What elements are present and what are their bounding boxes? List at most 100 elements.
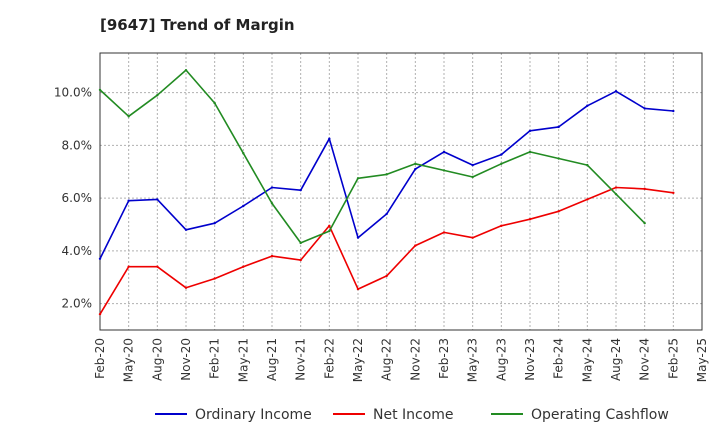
- x-tick-label: Feb-23: [437, 338, 451, 379]
- data-point: [414, 162, 417, 165]
- x-axis: Feb-20 May-20 Aug-20 Nov-20 Feb-21 May-21 Aug-…: [93, 338, 709, 382]
- x-tick-label: Nov-20: [179, 338, 193, 381]
- legend-item-0: Ordinary Income: [155, 407, 312, 423]
- data-point: [184, 68, 188, 72]
- data-point: [356, 287, 360, 291]
- x-tick-label: Feb-22: [322, 338, 336, 379]
- data-point: [299, 258, 302, 262]
- data-point: [127, 115, 130, 118]
- data-point: [442, 150, 446, 154]
- data-point: [385, 274, 388, 278]
- data-point: [500, 153, 503, 156]
- y-tick-label: 4.0%: [62, 244, 93, 258]
- data-point: [414, 244, 417, 247]
- data-point: [471, 175, 474, 179]
- data-point: [586, 198, 589, 201]
- data-point: [586, 104, 589, 107]
- y-tick-label: 10.0%: [54, 86, 92, 100]
- data-point: [528, 218, 532, 221]
- data-point: [184, 228, 188, 231]
- series-layer: [98, 68, 675, 316]
- x-tick-label: Feb-21: [208, 338, 222, 379]
- data-point: [242, 152, 245, 155]
- x-tick-label: May-20: [122, 338, 136, 382]
- data-point: [356, 236, 360, 239]
- data-point: [643, 107, 646, 110]
- data-point: [643, 187, 646, 191]
- chart-title: [9647] Trend of Margin: [100, 16, 295, 34]
- data-point: [270, 186, 274, 189]
- legend: Ordinary Income Net Income Operating Cashf…: [155, 407, 669, 423]
- data-point: [414, 167, 417, 171]
- x-tick-label: Feb-25: [666, 338, 680, 379]
- x-tick-label: Feb-24: [552, 338, 566, 379]
- data-point: [672, 109, 675, 113]
- data-point: [184, 286, 188, 289]
- data-point: [213, 221, 216, 225]
- data-point: [299, 241, 302, 245]
- data-point: [127, 265, 130, 268]
- data-point: [672, 191, 675, 195]
- data-point: [557, 210, 560, 213]
- data-point: [586, 163, 589, 167]
- data-point: [528, 150, 532, 154]
- data-point: [156, 94, 159, 97]
- y-tick-label: 6.0%: [62, 191, 93, 205]
- data-point: [500, 162, 503, 165]
- x-tick-label: Aug-23: [494, 338, 508, 381]
- x-tick-label: May-22: [351, 338, 365, 382]
- legend-item-2: Operating Cashflow: [491, 407, 669, 423]
- x-tick-label: Nov-21: [294, 338, 308, 381]
- series-line-2: [99, 69, 646, 244]
- x-tick-label: May-21: [236, 338, 250, 382]
- data-point: [328, 229, 331, 233]
- data-point: [213, 277, 216, 280]
- y-axis: 2.0% 4.0% 6.0% 8.0% 10.0%: [54, 86, 92, 311]
- data-point: [156, 265, 159, 268]
- data-point: [213, 101, 216, 105]
- data-point: [442, 169, 446, 172]
- data-point: [385, 173, 388, 176]
- x-tick-label: Nov-23: [523, 338, 537, 381]
- data-point: [442, 231, 446, 234]
- legend-label: Operating Cashflow: [531, 407, 669, 423]
- x-tick-label: May-24: [580, 338, 594, 382]
- x-tick-label: May-23: [466, 338, 480, 382]
- y-tick-label: 2.0%: [62, 297, 93, 311]
- data-point: [270, 202, 274, 205]
- legend-label: Ordinary Income: [195, 407, 312, 423]
- data-point: [471, 163, 474, 167]
- data-point: [356, 177, 360, 180]
- x-tick-label: Nov-24: [638, 338, 652, 381]
- x-tick-label: Aug-22: [380, 338, 394, 381]
- data-point: [385, 212, 388, 216]
- data-point: [98, 88, 102, 92]
- data-point: [471, 236, 474, 239]
- data-point: [127, 199, 130, 202]
- legend-item-1: Net Income: [333, 407, 454, 423]
- data-point: [557, 125, 560, 129]
- data-point: [614, 186, 618, 189]
- x-tick-label: Feb-20: [93, 338, 107, 379]
- data-point: [614, 192, 618, 196]
- data-point: [557, 157, 560, 160]
- data-point: [299, 188, 302, 192]
- data-point: [242, 204, 245, 208]
- data-point: [328, 137, 331, 140]
- data-point: [270, 254, 274, 258]
- data-point: [643, 221, 646, 225]
- data-point: [242, 265, 245, 268]
- grid-layer: [100, 53, 702, 330]
- data-point: [328, 224, 331, 227]
- x-tick-label: May-25: [695, 338, 709, 382]
- legend-label: Net Income: [373, 407, 454, 423]
- x-tick-label: Nov-22: [408, 338, 422, 381]
- x-tick-label: Aug-24: [609, 338, 623, 381]
- data-point: [98, 257, 102, 260]
- plot-area-frame: [99, 52, 703, 331]
- data-point: [156, 198, 159, 201]
- data-point: [528, 129, 532, 133]
- data-point: [500, 224, 503, 227]
- data-point: [614, 90, 618, 93]
